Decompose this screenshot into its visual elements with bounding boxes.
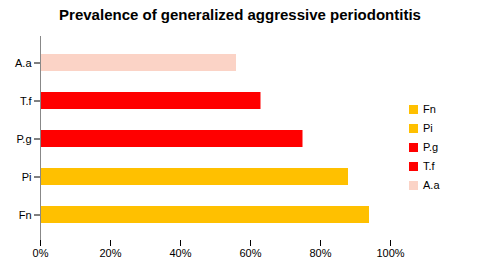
svg-text:80%: 80% — [309, 247, 331, 259]
svg-text:0%: 0% — [33, 247, 49, 259]
svg-text:100%: 100% — [376, 247, 404, 259]
html-text:Fn: Fn — [423, 103, 436, 115]
svg-text:60%: 60% — [239, 247, 261, 259]
svg-text:A.a: A.a — [15, 57, 32, 69]
svg-text:40%: 40% — [169, 247, 191, 259]
svg-text:20%: 20% — [99, 247, 121, 259]
svg-text:P.g: P.g — [16, 133, 31, 145]
html-text:P.g: P.g — [423, 141, 439, 153]
svg-text:Pi: Pi — [22, 171, 32, 183]
html-text:T.f: T.f — [423, 160, 435, 172]
svg-text:Fn: Fn — [19, 209, 32, 221]
html-text:A.a: A.a — [423, 179, 440, 191]
html-text:Pi: Pi — [423, 122, 433, 134]
html-text:Prevalence of generalized aggr: Prevalence of generalized aggressive per… — [59, 6, 421, 23]
svg-text:T.f: T.f — [20, 95, 33, 107]
